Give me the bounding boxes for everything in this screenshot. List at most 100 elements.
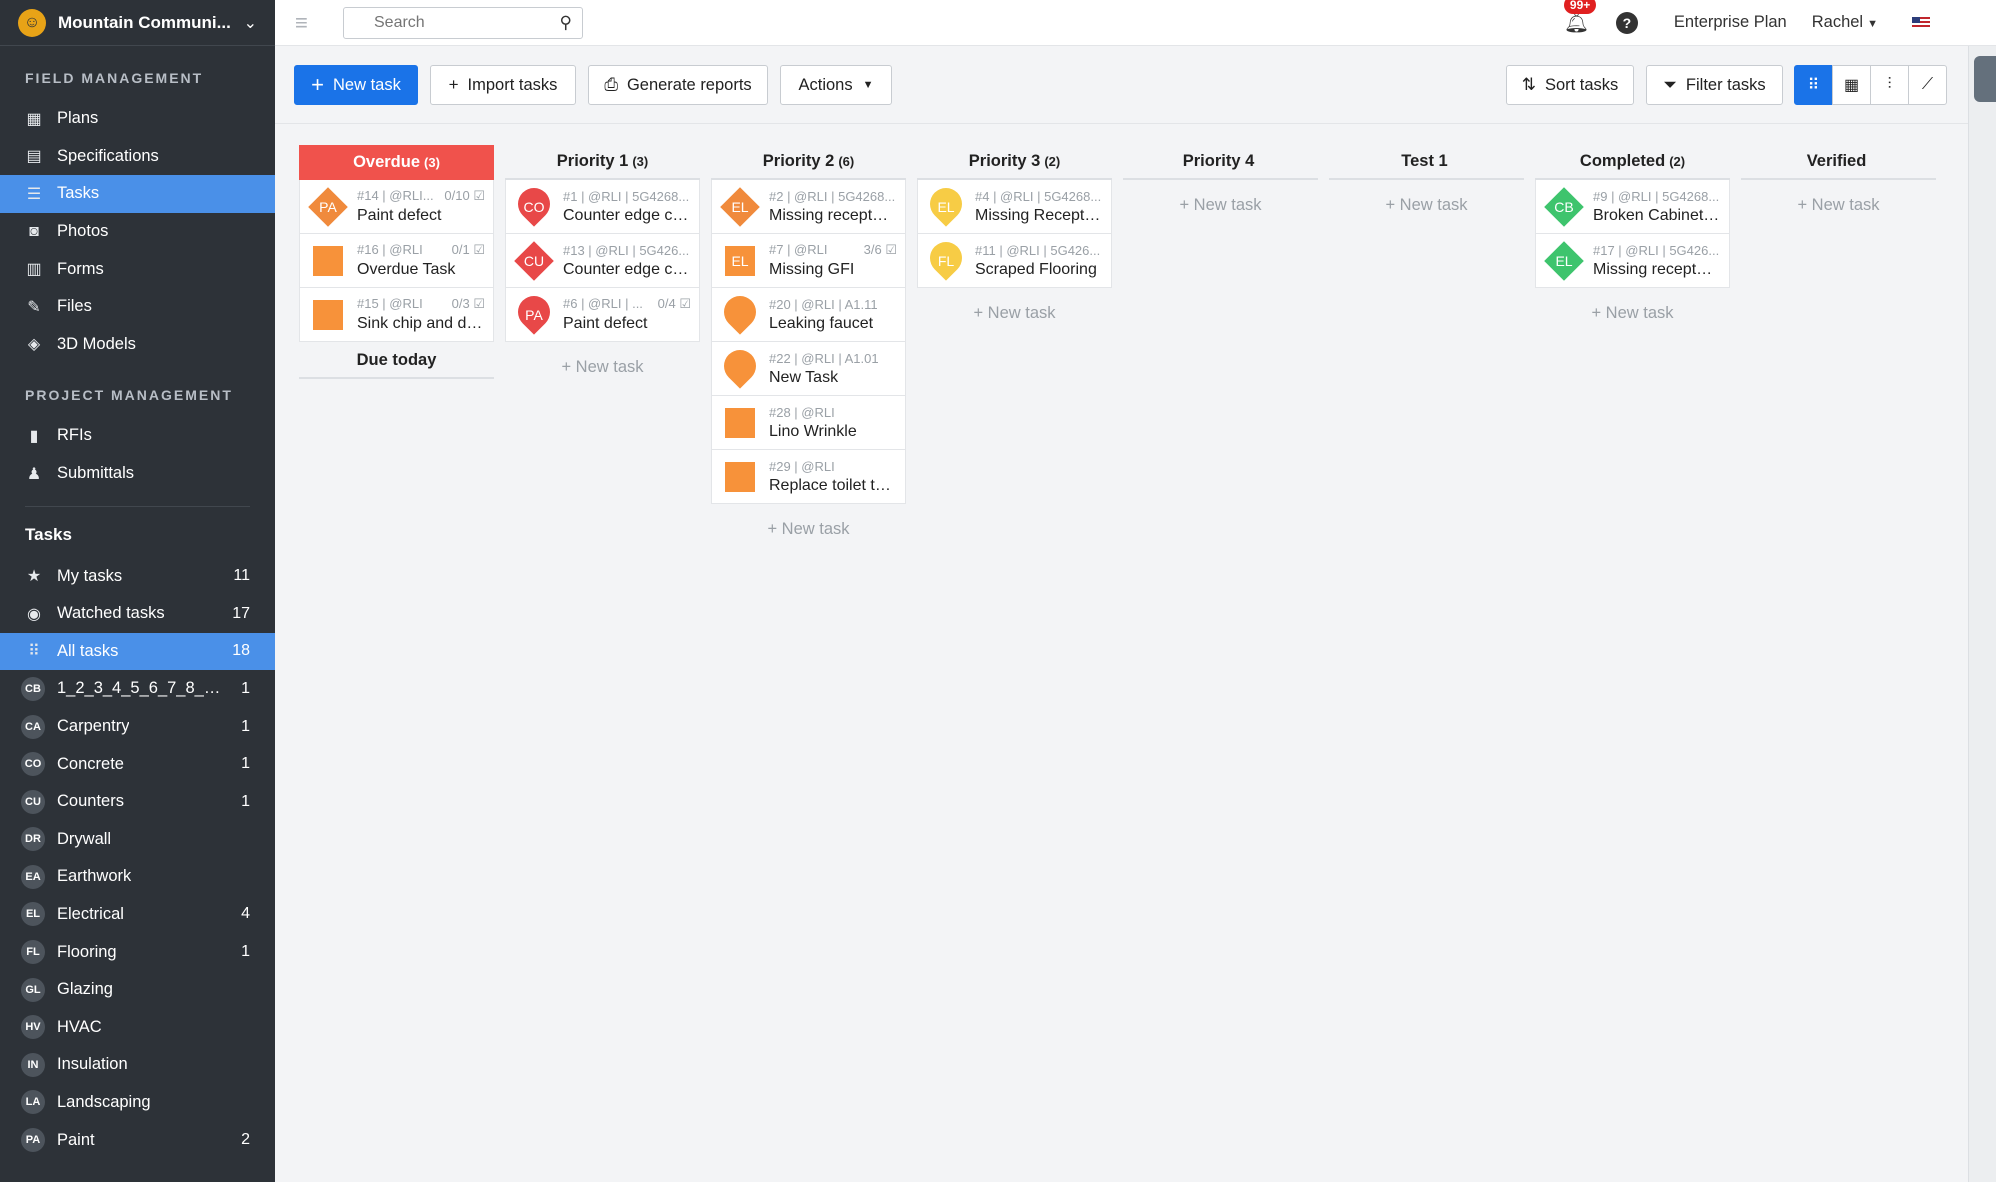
category-badge: CU bbox=[21, 789, 45, 814]
category-item[interactable]: PA Paint 2 bbox=[0, 1121, 275, 1159]
add-task-link[interactable]: + New task bbox=[1797, 196, 1880, 214]
camera-icon: ◙ bbox=[29, 222, 39, 240]
category-item[interactable]: CA Carpentry 1 bbox=[0, 708, 275, 746]
category-item[interactable]: CO Concrete 1 bbox=[0, 745, 275, 783]
task-card[interactable]: CO #1 | @RLI | 5G4268... Counter edge chip bbox=[505, 180, 700, 234]
task-card[interactable]: #16 | @RLI 0/1 ☑ Overdue Task bbox=[299, 234, 494, 288]
category-item[interactable]: CU Counters 1 bbox=[0, 783, 275, 821]
board-column: Test 1 + New task bbox=[1329, 145, 1524, 215]
add-task-link[interactable]: + New task bbox=[1385, 196, 1468, 214]
printer-icon: ⎙ bbox=[604, 75, 618, 94]
us-flag-icon[interactable] bbox=[1912, 16, 1930, 29]
column-header[interactable]: Priority 3 (2) bbox=[917, 145, 1112, 180]
sidebar-item-submittals[interactable]: ♟ Submittals bbox=[26, 464, 135, 483]
column-header[interactable]: Priority 1 (3) bbox=[505, 145, 700, 180]
task-text: #14 | @RLI... 0/10 ☑ Paint defect bbox=[357, 188, 485, 225]
add-task-link[interactable]: + New task bbox=[1591, 304, 1674, 322]
task-card[interactable]: EL #2 | @RLI | 5G4268... Missing receptacl… bbox=[711, 180, 906, 234]
generate-reports-button[interactable]: ⎙ Generate reports bbox=[588, 65, 768, 105]
task-card[interactable]: CB #9 | @RLI | 5G4268... Broken Cabinet D.… bbox=[1535, 180, 1730, 234]
task-meta: #17 | @RLI | 5G426... bbox=[1593, 242, 1720, 258]
eye-icon: ◉ bbox=[27, 605, 41, 623]
search-input[interactable] bbox=[374, 13, 560, 32]
gantt-view-button[interactable]: ⫶ bbox=[1870, 65, 1909, 105]
help-icon[interactable]: ? bbox=[1615, 11, 1638, 34]
task-card[interactable]: PA #14 | @RLI... 0/10 ☑ Paint defect bbox=[299, 180, 494, 234]
category-item[interactable]: CB 1_2_3_4_5_6_7_8_9_1... 1 bbox=[0, 670, 275, 708]
column-header[interactable]: Overdue (3) bbox=[299, 145, 494, 180]
task-card[interactable]: #28 | @RLI Lino Wrinkle bbox=[711, 396, 906, 450]
user-menu[interactable]: Rachel ▼ bbox=[1811, 13, 1878, 31]
notifications-bell-icon[interactable]: 99+ 🔔︎ bbox=[1563, 0, 1598, 35]
task-card[interactable]: PA #6 | @RLI | ... 0/4 ☑ Paint defect bbox=[505, 288, 700, 342]
task-card[interactable]: FL #11 | @RLI | 5G426... Scraped Flooring bbox=[917, 234, 1112, 288]
divider bbox=[25, 506, 250, 508]
filter-my-tasks[interactable]: ★ My tasks 11 bbox=[26, 566, 250, 586]
category-item[interactable]: DR Drywall bbox=[0, 821, 275, 859]
task-meta: #16 | @RLI 0/1 ☑ bbox=[357, 242, 485, 257]
board-column: Priority 3 (2) EL #4 | @RLI | 5G4268... Miss… bbox=[917, 145, 1112, 323]
sidebar-item-forms[interactable]: ▥ Forms bbox=[26, 259, 104, 279]
filter-tasks-button[interactable]: ⏷ Filter tasks bbox=[1646, 65, 1783, 105]
sidebar-item-tasks[interactable]: ☰ Tasks bbox=[0, 175, 275, 213]
plan-label[interactable]: Enterprise Plan bbox=[1673, 13, 1787, 31]
chart-view-button[interactable]: ⟋ bbox=[1908, 65, 1947, 105]
column-header[interactable]: Priority 4 bbox=[1123, 145, 1318, 180]
task-category-abbr: EL bbox=[731, 252, 749, 269]
category-item[interactable]: HV HVAC bbox=[0, 1008, 275, 1046]
category-item[interactable]: EA Earthwork bbox=[0, 858, 275, 896]
board-view-button[interactable]: ⠿ bbox=[1794, 65, 1833, 105]
task-card[interactable]: CU #13 | @RLI | 5G426... Counter edge chip bbox=[505, 234, 700, 288]
filter-watched-tasks[interactable]: ◉ Watched tasks 17 bbox=[0, 595, 275, 633]
column-header[interactable]: Test 1 bbox=[1329, 145, 1524, 180]
project-logo-icon: ☺ bbox=[18, 8, 46, 37]
hamburger-menu-icon[interactable]: ≡ bbox=[295, 9, 308, 35]
add-task-link[interactable]: + New task bbox=[767, 520, 850, 538]
sidebar-item-specifications[interactable]: ▤ Specifications bbox=[26, 146, 159, 166]
search-icon[interactable]: ⚲ bbox=[559, 12, 572, 32]
category-badge: HV bbox=[21, 1015, 45, 1040]
calendar-view-button[interactable]: ▦ bbox=[1832, 65, 1871, 105]
add-task-link[interactable]: + New task bbox=[973, 304, 1056, 322]
task-card[interactable]: EL #4 | @RLI | 5G4268... Missing Receptacl… bbox=[917, 180, 1112, 234]
sidebar-item-3d-models[interactable]: ◈ 3D Models bbox=[0, 326, 275, 364]
sidebar-item-files[interactable]: ✎ Files bbox=[0, 288, 275, 326]
add-task-link[interactable]: + New task bbox=[1179, 196, 1262, 214]
task-meta: #20 | @RLI | A1.11 bbox=[769, 296, 878, 312]
task-card[interactable]: EL #7 | @RLI 3/6 ☑ Missing GFI bbox=[711, 234, 906, 288]
add-task-link[interactable]: + New task bbox=[561, 358, 644, 376]
board-column: Completed (2) CB #9 | @RLI | 5G4268... Broke… bbox=[1535, 145, 1730, 323]
due-today-header[interactable]: Due today bbox=[299, 344, 494, 379]
category-item[interactable]: LA Landscaping bbox=[0, 1084, 275, 1122]
panel-toggle-tab[interactable] bbox=[1974, 56, 1996, 102]
category-label: Drywall bbox=[57, 829, 112, 848]
task-card[interactable]: #29 | @RLI Replace toilet tan... bbox=[711, 450, 906, 504]
column-header[interactable]: Priority 2 (6) bbox=[711, 145, 906, 180]
sidebar-item-plans[interactable]: ▦ Plans bbox=[26, 109, 99, 128]
category-item[interactable]: FL Flooring 1 bbox=[0, 933, 275, 971]
task-marker-icon: EL bbox=[1544, 240, 1584, 281]
task-marker-icon: FL bbox=[923, 234, 969, 281]
column-header[interactable]: Verified bbox=[1741, 145, 1936, 180]
task-card[interactable]: #20 | @RLI | A1.11 Leaking faucet bbox=[711, 288, 906, 342]
column-header[interactable]: Completed (2) bbox=[1535, 145, 1730, 180]
sidebar-item-photos[interactable]: ◙ Photos bbox=[0, 213, 275, 251]
actions-dropdown[interactable]: Actions ▼ bbox=[780, 65, 892, 105]
section-title: PROJECT MANAGEMENT bbox=[25, 387, 233, 404]
filter-all-tasks[interactable]: ⠿ All tasks 18 bbox=[0, 632, 275, 671]
task-text: #11 | @RLI | 5G426... Scraped Flooring bbox=[975, 243, 1103, 279]
sort-tasks-button[interactable]: ⇅ Sort tasks bbox=[1506, 65, 1634, 105]
new-task-button[interactable]: + New task bbox=[294, 65, 418, 105]
import-tasks-button[interactable]: + Import tasks bbox=[430, 65, 576, 105]
task-card[interactable]: #22 | @RLI | A1.01 New Task bbox=[711, 342, 906, 396]
category-item[interactable]: EL Electrical 4 bbox=[0, 896, 275, 934]
paperclip-icon: ✎ bbox=[27, 298, 41, 316]
notifications-badge: 99+ bbox=[1563, 0, 1597, 14]
project-switcher[interactable]: ☺ Mountain Communi... ⌄ bbox=[0, 0, 275, 46]
category-item[interactable]: IN Insulation bbox=[0, 1046, 275, 1084]
search-box[interactable]: ⚲ bbox=[343, 6, 583, 39]
sidebar-item-rfis[interactable]: ▮ RFIs bbox=[0, 417, 275, 455]
task-card[interactable]: EL #17 | @RLI | 5G426... Missing receptacl… bbox=[1535, 234, 1730, 288]
category-item[interactable]: GL Glazing bbox=[0, 971, 275, 1009]
